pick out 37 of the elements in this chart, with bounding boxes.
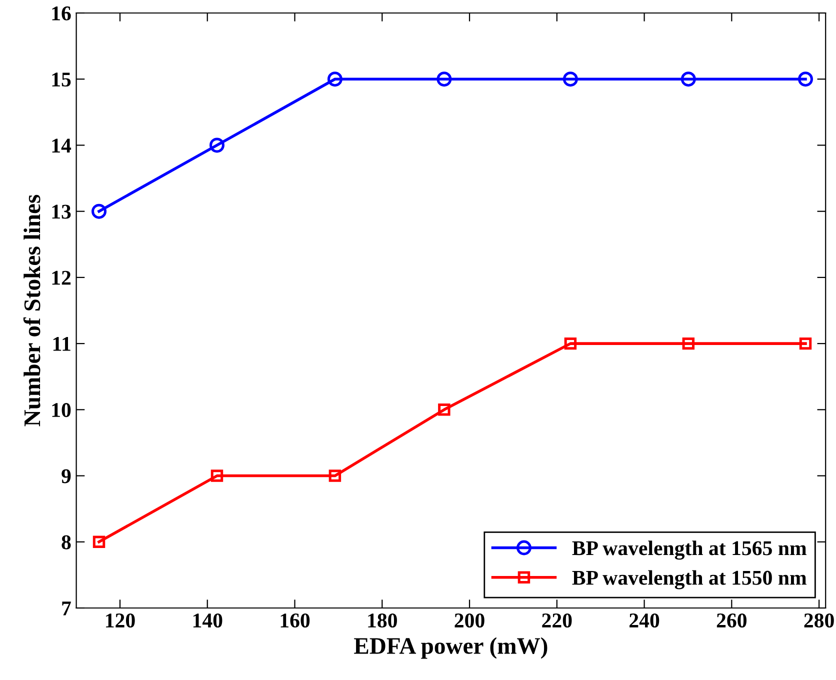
point <box>799 337 812 350</box>
x-axis-title: EDFA power (mW) <box>354 637 548 659</box>
x-tick-label: 160 <box>280 613 310 628</box>
x-tick-label: 180 <box>368 613 397 628</box>
x-tick-label: 220 <box>542 613 572 628</box>
y-tick-label: 16 <box>52 6 71 20</box>
point <box>209 138 224 153</box>
legend-label: BP wavelength at 1565 nm <box>572 540 806 560</box>
point <box>92 204 107 219</box>
point <box>438 404 450 416</box>
x-tick-label: 260 <box>716 613 746 628</box>
x-tick-label: 280 <box>804 613 834 628</box>
y-tick-label: 12 <box>52 270 71 285</box>
y-tick-label: 13 <box>52 204 71 219</box>
y-tick-label: 11 <box>53 337 70 351</box>
point <box>436 72 452 87</box>
x-tick-label: 200 <box>454 613 484 628</box>
point <box>564 337 577 350</box>
x-tick-label: 140 <box>193 613 222 628</box>
point <box>680 72 696 87</box>
point <box>562 72 578 87</box>
y-tick-label: 14 <box>52 138 72 152</box>
y-tick-label: 9 <box>62 469 71 484</box>
point <box>210 470 224 482</box>
y-tick-label: 7 <box>62 602 71 616</box>
point <box>682 337 695 350</box>
point <box>327 72 342 87</box>
point <box>798 72 814 87</box>
point <box>328 470 342 482</box>
y-tick-label: 15 <box>52 72 71 87</box>
y-tick-label: 8 <box>62 535 71 550</box>
legend-label: BP wavelength at 1550 nm <box>572 570 806 590</box>
y-axis-title: Number of Stokes lines <box>23 194 40 426</box>
y-tick-label: 10 <box>52 403 71 418</box>
x-tick-label: 240 <box>630 613 660 628</box>
x-tick-label: 120 <box>106 613 135 628</box>
point <box>92 536 106 548</box>
